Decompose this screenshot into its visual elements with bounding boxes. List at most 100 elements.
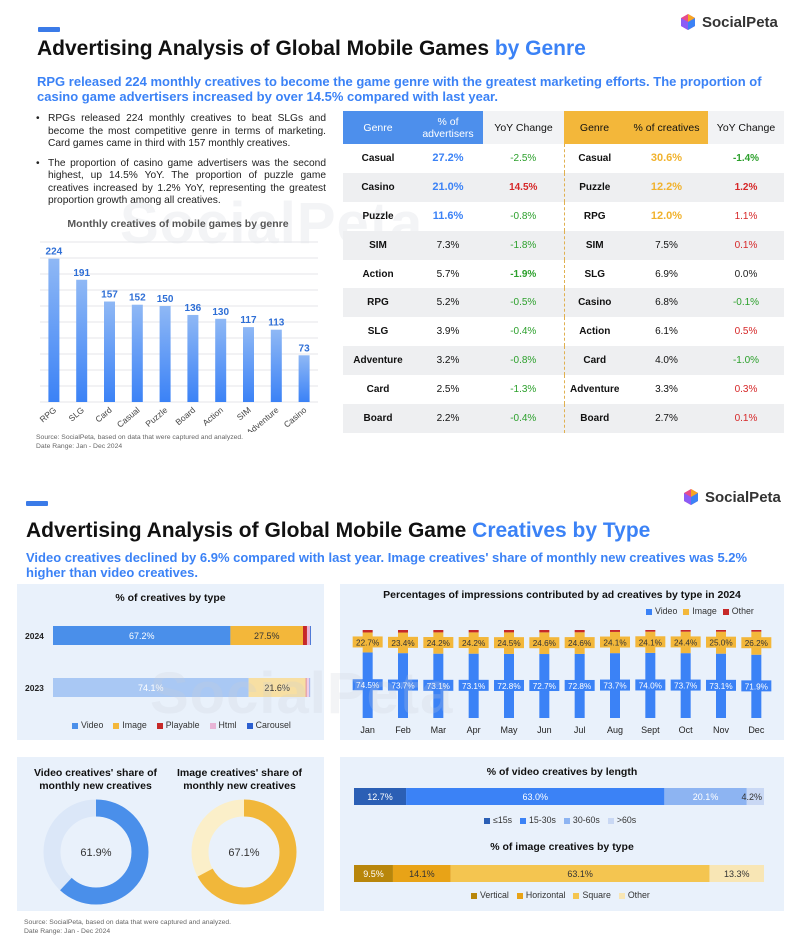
tick-label: Apr: [467, 725, 481, 735]
bar-segment: [709, 865, 764, 882]
table-cell: -1.3%: [510, 384, 537, 396]
image-type-chart-title: % of image creatives by type: [490, 841, 634, 853]
data-label: 12.7%: [367, 792, 393, 802]
table-row: Puzzle 11.6% -0.8% RPG 12.0% 1.1%: [343, 201, 784, 231]
donut-slice: [43, 799, 149, 905]
table-cell: 7.3%: [413, 230, 483, 260]
bar-segment: [406, 788, 665, 805]
bar-segment: [354, 865, 393, 882]
table-cell: 6.8%: [625, 288, 708, 318]
label-background: [741, 637, 772, 649]
panel-title: % of creatives by type: [115, 592, 226, 604]
label-background: [352, 636, 383, 648]
top-source-note: Source: SocialPeta, based on data that w…: [36, 434, 243, 451]
data-label: 73.1%: [709, 682, 732, 691]
legend-label: ≤15s: [493, 815, 513, 825]
table-cell: 0.1%: [708, 404, 784, 433]
bar: [104, 301, 115, 402]
bar-segment: [306, 678, 310, 697]
panel-impressions: Percentages of impressions contributed b…: [340, 584, 784, 740]
bar-segment: [468, 630, 479, 633]
image-type-chart: 9.5% 14.1% 63.1% 13.3%: [354, 865, 764, 882]
data-label: 72.7%: [533, 682, 556, 691]
table-header-cell: % of creatives: [625, 111, 708, 144]
label-background: [564, 679, 595, 691]
image-share-donut: 67.1%: [191, 799, 297, 905]
data-label: 73.1%: [462, 682, 485, 691]
table-cell: 5.2%: [413, 288, 483, 318]
data-label: 26.2%: [745, 639, 768, 648]
data-label: 63.0%: [522, 792, 548, 802]
label-background: [458, 637, 489, 649]
tick-label: Board: [173, 405, 197, 427]
tick-label: Oct: [679, 725, 694, 735]
label-background: [494, 679, 524, 691]
label-background: [600, 679, 630, 691]
bar-segment: [354, 788, 407, 805]
bar-segment: [664, 788, 747, 805]
table-cell: 2.7%: [625, 404, 708, 433]
table-cell: RPG: [563, 201, 625, 231]
type-chart-legend: Video Image Playable Html Carousel: [72, 720, 291, 730]
legend-label: Other: [627, 890, 650, 900]
data-label: 24.5%: [497, 639, 520, 648]
table-cell: Action: [563, 317, 625, 347]
data-label: 21.6%: [264, 683, 290, 693]
table-cell: -1.9%: [510, 268, 537, 280]
label-background: [458, 679, 489, 691]
table-cell: Puzzle: [563, 172, 625, 202]
data-label: 74.0%: [639, 681, 662, 690]
label-background: [670, 636, 701, 648]
table-cell: -1.4%: [732, 152, 760, 164]
creatives-by-type-chart: 2024 67.2% 27.5% 2023 74.1% 21.6%: [25, 626, 311, 697]
table-row: SIM 7.3% -1.8% SIM 7.5% 0.1%: [343, 230, 784, 260]
bar-segment: [680, 630, 691, 632]
data-label: 24.4%: [674, 638, 697, 647]
data-label: 14.1%: [409, 869, 435, 879]
legend-item: Html: [209, 720, 237, 730]
data-label: 27.5%: [254, 631, 280, 641]
label-background: [635, 679, 666, 691]
bar: [48, 258, 60, 402]
legend-label: Image: [122, 720, 147, 730]
tick-label: SIM: [235, 405, 253, 422]
table-cell: 12.0%: [650, 210, 683, 223]
bar-segment: [309, 678, 311, 697]
bar-segment: [716, 630, 726, 632]
legend-item: ≤15s: [484, 815, 512, 825]
label-background: [529, 637, 560, 649]
bar-segment: [574, 630, 585, 633]
bar-segment: [751, 630, 762, 632]
top-bullets: RPGs released 224 monthly creatives to b…: [34, 113, 326, 215]
table-cell: SLG: [563, 259, 625, 289]
socialpeta-logo-icon: [681, 14, 695, 30]
bar-segment: [310, 626, 311, 645]
bar: [270, 329, 282, 402]
data-label: 72.8%: [497, 682, 520, 691]
bar-segment: [362, 630, 373, 633]
tick-label: SLG: [67, 405, 86, 424]
data-label: 63.1%: [567, 869, 593, 879]
bullet-item: RPGs released 224 monthly creatives to b…: [34, 113, 326, 151]
legend-label: Image: [692, 606, 717, 616]
data-label: 9.5%: [363, 869, 384, 879]
tick-label: Puzzle: [143, 405, 169, 429]
table-cell: -0.4%: [510, 326, 537, 338]
brand-name: SocialPeta: [702, 13, 778, 31]
legend-label: Other: [731, 606, 754, 616]
brand-logo-top: SocialPeta: [679, 13, 778, 31]
bar-segment: [539, 630, 550, 633]
bar-segment: [746, 788, 764, 805]
legend-item: 30-60s: [563, 815, 600, 825]
table-cell: Puzzle: [362, 210, 394, 222]
bar-segment: [398, 630, 408, 633]
label-background: [423, 679, 454, 691]
data-label: 24.1%: [639, 638, 662, 647]
brand-name: SocialPeta: [705, 488, 781, 506]
bar: [298, 355, 310, 402]
table-row: Adventure 3.2% -0.8% Card 4.0% -1.0%: [343, 346, 784, 376]
tick-label: Nov: [713, 725, 730, 735]
legend-item: Playable: [156, 720, 200, 730]
table-cell: -0.1%: [708, 288, 784, 318]
label-background: [635, 636, 666, 648]
